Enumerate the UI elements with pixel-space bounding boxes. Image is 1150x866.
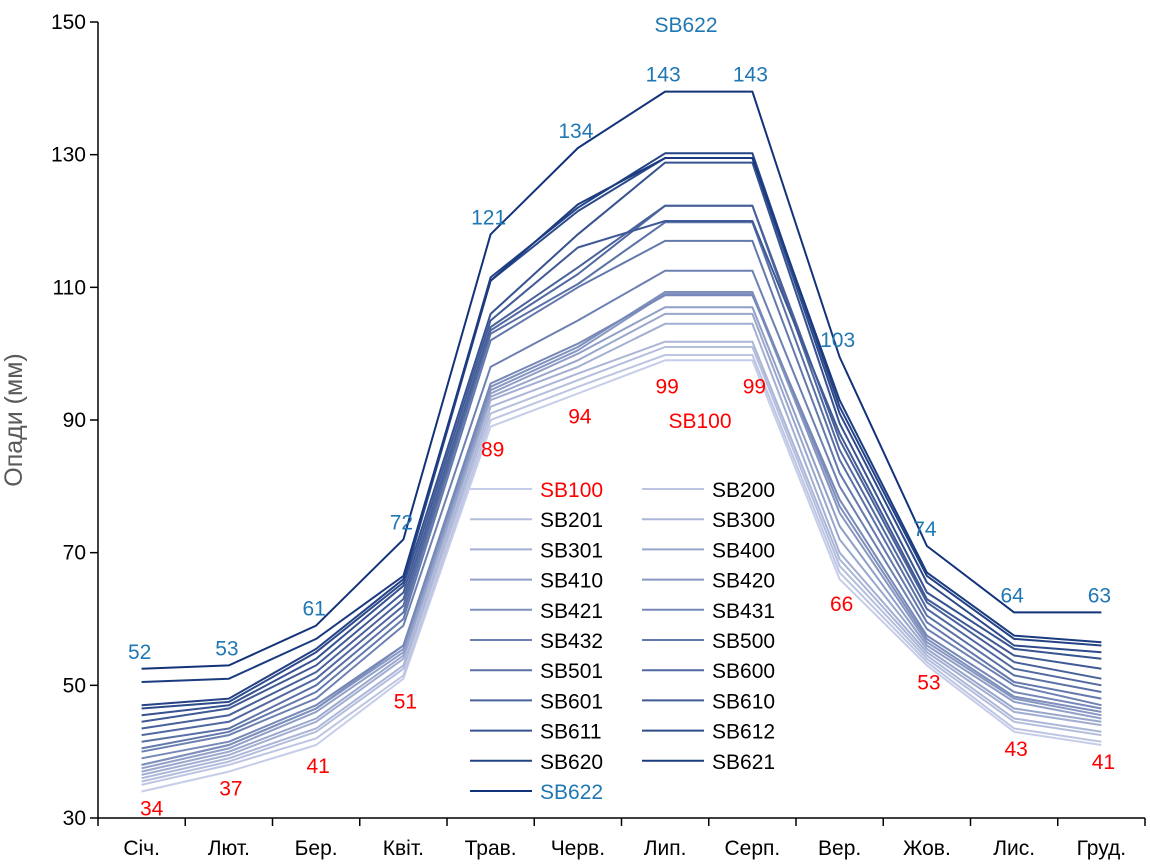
series-line-sb431 [141, 294, 1102, 760]
x-tick-label: Груд. [1077, 837, 1127, 860]
upper-value-label: 143 [733, 64, 768, 87]
legend-label: SB621 [712, 751, 775, 774]
lower-value-label: 66 [830, 593, 853, 616]
upper-value-label: 52 [128, 641, 151, 664]
y-tick-label: 50 [63, 674, 86, 697]
y-tick-label: 150 [51, 11, 86, 34]
legend-label: SB420 [712, 570, 775, 593]
lower-value-label: 34 [140, 797, 164, 820]
legend-label: SB421 [540, 600, 603, 623]
legend: SB100 SB200 SB201 SB300 SB301 SB400 SB410 SB420… [470, 479, 775, 804]
data-annotations: 52 53 61 72 121 134 143 143 103 74 64 63 34 37 41 51 89 9… [128, 14, 1115, 820]
bottom-series-label: SB100 [668, 410, 731, 433]
series-line-sb621 [141, 157, 1102, 683]
x-tick-label: Трав. [465, 837, 517, 860]
y-tick-label: 70 [63, 542, 86, 565]
x-tick-label: Бер. [295, 837, 338, 860]
lower-value-label: 41 [306, 755, 329, 778]
y-axis-label: Опади (мм) [0, 353, 28, 486]
lower-value-label: 41 [1092, 751, 1115, 774]
lower-value-label: 99 [743, 375, 766, 398]
lower-value-label: 89 [481, 439, 504, 462]
upper-value-label: 53 [215, 637, 238, 660]
legend-label: SB611 [540, 721, 602, 744]
upper-value-label: 63 [1088, 584, 1111, 607]
series-line-sb400 [141, 312, 1102, 773]
upper-value-label: 61 [302, 598, 325, 621]
legend-label: SB301 [540, 539, 603, 562]
legend-label: SB410 [540, 570, 603, 593]
series-line-sb300 [141, 340, 1102, 780]
legend-label: SB620 [540, 751, 603, 774]
series-line-sb501 [141, 221, 1102, 743]
lower-value-label: 53 [917, 671, 940, 694]
x-tick-label: Січ. [123, 837, 160, 860]
upper-value-label: 134 [558, 120, 593, 143]
series-line-sb201 [141, 346, 1102, 783]
upper-value-label: 74 [913, 518, 937, 541]
y-tick-label: 110 [53, 276, 86, 299]
y-tick-label: 130 [51, 144, 86, 167]
series-line-sb410 [141, 306, 1102, 770]
legend-label: SB201 [540, 509, 603, 532]
x-tick-label: Серп. [725, 837, 781, 860]
series-line-sb601 [141, 204, 1102, 730]
legend-label: SB600 [712, 660, 775, 683]
legend-label: SB610 [712, 690, 775, 713]
axes: 30 50 70 90 110 130 150 Січ. Лют. Бер. Квіт. Трав. Ч… [51, 11, 1146, 860]
legend-label: SB601 [540, 690, 603, 713]
legend-label: SB200 [712, 479, 775, 502]
series-line-sb622 [141, 90, 1102, 670]
series-lines [141, 90, 1102, 793]
series-line-sb100 [141, 359, 1102, 793]
series-line-sb611 [141, 161, 1102, 717]
legend-label: SB501 [540, 660, 603, 683]
y-tick-label: 30 [63, 807, 86, 830]
x-tick-label: Лип. [644, 837, 687, 860]
upper-value-label: 143 [646, 64, 681, 87]
legend-label: SB622 [540, 781, 603, 804]
x-tick-label: Лис. [993, 837, 1035, 860]
upper-value-label: 72 [390, 511, 413, 534]
legend-label: SB432 [540, 630, 603, 653]
series-line-sb600 [141, 204, 1102, 737]
x-tick-label: Вер. [818, 837, 861, 860]
series-line-sb500 [141, 239, 1102, 750]
legend-label: SB100 [540, 479, 603, 502]
lower-value-label: 51 [394, 691, 417, 714]
top-series-label: SB622 [654, 14, 717, 37]
legend-label: SB612 [712, 721, 775, 744]
legend-label: SB300 [712, 509, 775, 532]
upper-value-label: 64 [1000, 584, 1024, 607]
legend-label: SB431 [712, 600, 775, 623]
legend-label: SB500 [712, 630, 775, 653]
lower-value-label: 43 [1004, 738, 1027, 761]
x-tick-label: Черв. [551, 837, 605, 860]
series-line-sb432 [141, 269, 1102, 753]
series-line-sb301 [141, 322, 1102, 776]
x-tick-label: Квіт. [383, 837, 424, 860]
series-line-sb612 [141, 157, 1102, 710]
x-tick-label: Лют. [208, 837, 250, 860]
lower-value-label: 94 [568, 405, 592, 428]
lower-value-label: 99 [655, 375, 678, 398]
series-line-sb200 [141, 354, 1102, 786]
upper-value-label: 103 [820, 329, 855, 352]
upper-value-label: 121 [471, 206, 506, 229]
series-line-sb610 [141, 220, 1102, 723]
lower-value-label: 37 [219, 778, 242, 801]
legend-label: SB400 [712, 539, 775, 562]
x-tick-label: Жов. [903, 837, 951, 860]
y-tick-label: 90 [63, 409, 86, 432]
